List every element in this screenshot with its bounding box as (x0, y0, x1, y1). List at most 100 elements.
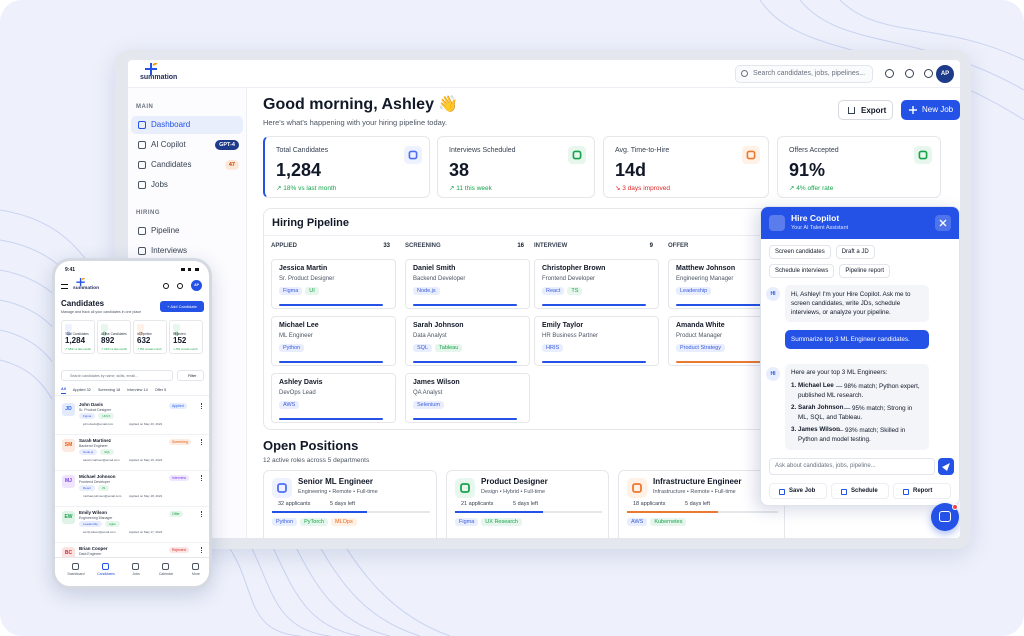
job-deadline: 5 days left (330, 501, 356, 507)
mobile-icon[interactable] (177, 283, 183, 289)
tab[interactable]: Offer 5 (154, 387, 167, 392)
candidate-role: QA Analyst (413, 390, 443, 396)
job-card[interactable]: Product Designer Design • Hybrid • Full-t… (446, 470, 609, 538)
copilot-header: Hire Copilot Your AI Talent Assistant (761, 207, 959, 239)
nav-icon[interactable] (102, 563, 109, 570)
nav-label[interactable]: Dashboard (67, 572, 85, 576)
mobile-stat-value: 152 (173, 336, 187, 345)
copilot-action[interactable]: Report (893, 483, 951, 499)
job-progress-fill (627, 511, 718, 513)
export-button[interactable]: Export (838, 100, 893, 120)
suggestion-chip[interactable]: Schedule interviews (769, 264, 835, 278)
sidebar-item[interactable]: Dashboard (131, 116, 243, 134)
candidate-name: Michael Johnson (79, 474, 116, 479)
nav-icon[interactable] (132, 563, 139, 570)
more-icon[interactable] (201, 403, 203, 409)
mobile-stat-icon (101, 324, 108, 336)
bottom-nav: Dashboard Candidates Jobs Calendar More (55, 557, 209, 586)
search-placeholder: Search candidates, jobs, pipelines... (753, 70, 866, 77)
tab[interactable]: Applied 32 (72, 387, 91, 392)
candidate-row[interactable]: JD John Davis Sr. Product Designer Figma UI/… (55, 399, 209, 435)
candidate-card[interactable]: James Wilson QA Analyst Selenium (405, 373, 530, 423)
logo: summation (73, 278, 108, 293)
chat-input[interactable]: Ask about candidates, jobs, pipeline... (769, 458, 935, 475)
more-icon[interactable] (201, 511, 203, 517)
candidate-role: DevOps Lead (279, 390, 316, 396)
nav-icon[interactable] (72, 563, 79, 570)
candidate-role: Backend Developer (413, 276, 466, 282)
tab[interactable]: Screening 18 (97, 387, 121, 392)
more-icon[interactable] (201, 547, 203, 553)
sidebar-label: Dashboard (151, 120, 191, 129)
candidate-card[interactable]: Christopher Brown Frontend Developer React… (534, 259, 659, 309)
more-icon[interactable] (201, 475, 203, 481)
candidate-status: Rejected (169, 547, 189, 553)
filter-button[interactable]: Filter (177, 370, 204, 381)
export-label: Export (861, 106, 887, 115)
graphic (66, 331, 71, 336)
sidebar-item[interactable]: Jobs (131, 176, 243, 194)
mobile-avatar[interactable]: AP (191, 280, 202, 291)
sidebar-label: AI Copilot (151, 140, 186, 149)
sidebar-icon (138, 181, 146, 189)
search-box[interactable]: Search candidates, jobs, pipelines... (735, 65, 873, 83)
mobile-search[interactable]: Search candidates by name, skills, email… (61, 370, 173, 381)
nav-icon[interactable] (162, 563, 169, 570)
nav-label[interactable]: Candidates (97, 572, 115, 576)
sidebar-item[interactable]: Interviews (131, 242, 243, 260)
tab-list: All Applied 32 Screening 18 Interview 14 Off… (61, 387, 166, 394)
more-icon[interactable] (201, 439, 203, 445)
graphic (145, 63, 157, 75)
logo-text: summation (73, 285, 100, 291)
sidebar-label: Candidates (151, 160, 192, 169)
nav-label[interactable]: More (192, 572, 200, 576)
suggestion-chip[interactable]: Pipeline report (839, 264, 891, 278)
sidebar-item[interactable]: Candidates 47 (131, 156, 243, 174)
header-icon[interactable] (905, 69, 914, 78)
candidate-card[interactable]: Emily Taylor HR Business Partner HRIS (534, 316, 659, 366)
nav-icon[interactable] (192, 563, 199, 570)
bot-avatar: HI (766, 367, 780, 381)
candidate-card[interactable]: Michael Lee ML Engineer Python (271, 316, 396, 366)
tab[interactable]: Interview 14 (127, 387, 148, 392)
mobile-stat: Total Candidates 1,284 ↗ 18% vs last month (61, 320, 95, 354)
candidate-card[interactable]: Ashley Davis DevOps Lead AWS (271, 373, 396, 423)
job-applicants: 32 applicants (278, 501, 311, 507)
user-avatar[interactable]: AP (936, 65, 954, 83)
reply-number: 3. (791, 426, 797, 433)
candidate-status: Screening (169, 439, 191, 445)
mobile-icon[interactable] (163, 283, 169, 289)
suggestion-chip[interactable]: Screen candidates (769, 245, 831, 259)
nav-label[interactable]: Jobs (132, 572, 140, 576)
new-job-button[interactable]: New Job (901, 100, 960, 120)
chat-placeholder: Ask about candidates, jobs, pipeline... (775, 463, 876, 469)
sidebar-item[interactable]: AI Copilot GPT-4 (131, 136, 243, 154)
reply-text: — 98% match; Python expert, published ML… (798, 383, 920, 400)
add-candidate-button[interactable]: + Add Candidate (160, 301, 204, 312)
candidate-email: john.davis@email.com (83, 422, 114, 426)
tag: TS (567, 287, 583, 295)
nav-label[interactable]: Calendar (158, 572, 174, 576)
candidate-row[interactable]: MJ Michael Johnson Frontend Developer React… (55, 471, 209, 507)
tag-list: React JS (79, 485, 110, 491)
candidate-row[interactable]: EW Emily Wilson Engineering Manager Leaders… (55, 507, 209, 543)
candidate-card[interactable]: Jessica Martin Sr. Product Designer Figma U… (271, 259, 396, 309)
suggestion-chip[interactable]: Draft a JD (835, 245, 875, 259)
copilot-action[interactable]: Schedule (831, 483, 889, 499)
candidate-card[interactable]: Sarah Johnson Data Analyst SQL Tableau (405, 316, 530, 366)
send-button[interactable] (938, 458, 954, 475)
candidate-card[interactable]: Daniel Smith Backend Developer Node.js (405, 259, 530, 309)
export-icon (848, 107, 855, 114)
reply-name: Michael Lee (798, 382, 834, 389)
sidebar-item[interactable]: Pipeline (131, 222, 243, 240)
header-icon[interactable] (885, 69, 894, 78)
tab[interactable]: All (61, 387, 66, 394)
tag: React (79, 485, 95, 491)
candidate-name: Emily Taylor (542, 322, 584, 329)
job-card[interactable]: Senior ML Engineer Engineering • Remote •… (263, 470, 437, 538)
header-icon[interactable] (924, 69, 933, 78)
close-button[interactable] (935, 215, 951, 231)
candidate-row[interactable]: SM Sarah Martinez Backend Engineer Node.js S… (55, 435, 209, 471)
copilot-action[interactable]: Save Job (769, 483, 827, 499)
copilot-fab[interactable] (931, 503, 959, 531)
